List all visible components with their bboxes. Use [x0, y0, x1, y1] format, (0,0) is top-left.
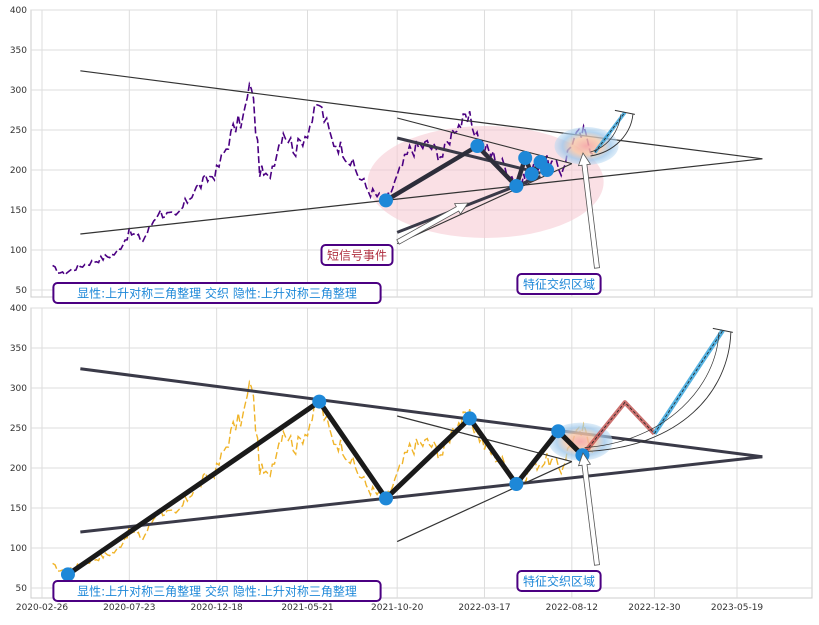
y-tick-label: 250 [10, 126, 27, 136]
trend-line [396, 163, 573, 245]
short-trend-line [396, 136, 541, 175]
trend-line [80, 70, 763, 160]
y-tick-label: 400 [10, 304, 27, 314]
target-bracket [590, 114, 634, 157]
pattern-label: 显性:上升对称三角整理 交织 隐性:上升对称三角整理 [77, 286, 357, 301]
y-tick-label: 300 [10, 86, 27, 96]
pattern-label-box [52, 282, 382, 304]
x-tick-label: 2022-12-30 [628, 603, 681, 613]
x-tick-label: 2020-07-23 [103, 603, 155, 613]
plot-area [30, 307, 813, 599]
pivot-marker [509, 179, 524, 193]
target-bracket [584, 332, 720, 448]
y-tick-label: 350 [10, 344, 27, 354]
signal-callout-arrow [396, 202, 469, 245]
y-tick-label: 150 [10, 504, 27, 514]
zone-callout-arrow [577, 152, 600, 269]
pivot-marker [524, 167, 539, 181]
target-center-line [654, 330, 724, 434]
pivot-marker [60, 567, 75, 582]
pivot-marker [462, 411, 477, 426]
zone-callout-arrow [577, 452, 600, 566]
x-tick-label: 2023-05-19 [711, 603, 764, 613]
pattern-label-box [52, 580, 382, 602]
y-tick-label: 150 [10, 206, 27, 216]
projection-center-line [582, 401, 655, 456]
bottom-panel: 50 100 150 200 250 300 350 400 2020-02-26 2020-07… [10, 304, 813, 613]
zone-label-box [516, 570, 602, 592]
zone-label: 特征交织区域 [523, 574, 595, 589]
target-cap [712, 327, 733, 333]
signal-ellipse [367, 126, 604, 238]
pivot-marker [540, 163, 555, 177]
price-series-line [52, 81, 596, 277]
trend-line [80, 367, 763, 459]
pivot-marker [551, 424, 566, 439]
trend-line [396, 461, 573, 543]
pivot-marker [378, 491, 393, 506]
target-bracket [584, 332, 732, 453]
target-bracket [590, 114, 622, 153]
y-tick-label: 100 [10, 246, 27, 256]
y-tick-label: 50 [16, 286, 28, 296]
y-tick-label: 200 [10, 166, 27, 176]
feature-zone [554, 127, 619, 165]
pivot-marker [378, 193, 393, 208]
y-tick-label: 400 [10, 6, 27, 16]
target-cap [614, 109, 636, 115]
signal-label: 短信号事件 [327, 249, 387, 263]
x-tick-label: 2022-08-12 [546, 603, 598, 613]
x-tick-label: 2020-12-18 [190, 603, 243, 613]
pivot-marker [509, 477, 524, 491]
y-tick-label: 250 [10, 424, 27, 434]
y-tick-label: 300 [10, 384, 27, 394]
x-tick-label: 2021-10-20 [371, 603, 424, 613]
pivot-marker [470, 139, 485, 153]
y-tick-label: 350 [10, 46, 27, 56]
x-tick-label: 2020-02-26 [16, 603, 69, 613]
zone-label-box [516, 273, 602, 295]
trend-line [80, 455, 763, 534]
zone-label: 特征交织区域 [523, 277, 595, 292]
pivot-marker [312, 394, 327, 409]
x-tick-label: 2021-05-21 [281, 603, 333, 613]
x-tick-label: 2022-03-17 [458, 603, 510, 613]
top-panel: 50 100 150 200 250 300 350 400 短信号事件特征交织区域显性:上升对… [10, 6, 813, 304]
y-tick-label: 50 [16, 584, 28, 594]
y-tick-label: 100 [10, 544, 27, 554]
trend-line [80, 158, 763, 235]
pattern-label: 显性:上升对称三角整理 交织 隐性:上升对称三角整理 [77, 584, 357, 599]
signal-label-box [320, 244, 394, 266]
y-tick-label: 200 [10, 464, 27, 474]
pivot-marker [518, 151, 533, 165]
